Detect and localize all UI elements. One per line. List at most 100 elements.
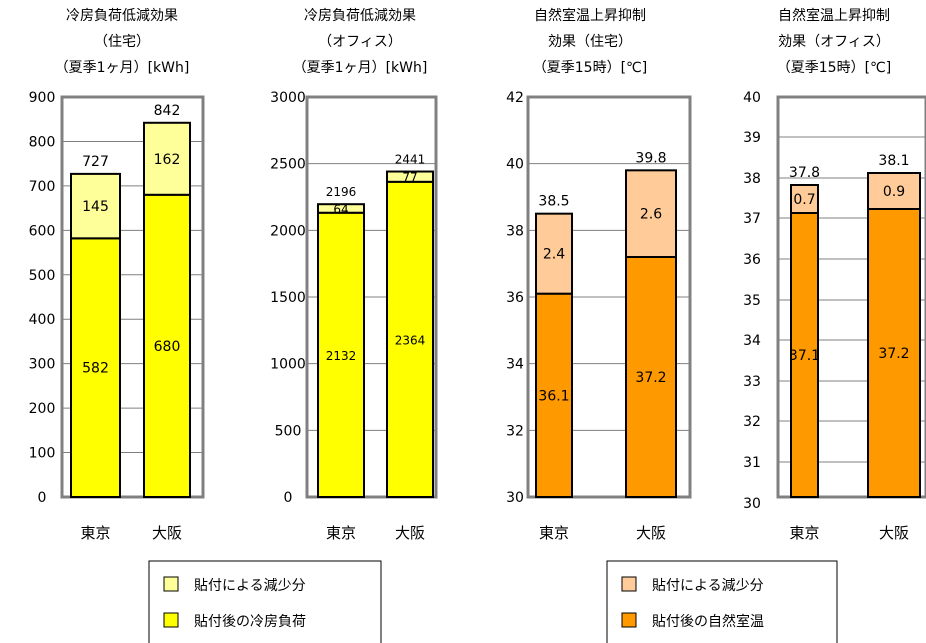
data-label-reduction: 2.4 <box>543 247 565 263</box>
y-tick-label: 500 <box>275 423 302 439</box>
chart-title-line: 自然室温上昇抑制 <box>778 7 890 24</box>
data-label-total: 2196 <box>326 185 357 199</box>
chart-title-line: （住宅） <box>94 34 150 50</box>
data-label-reduction: 145 <box>82 199 109 215</box>
y-tick-label: 400 <box>29 312 56 328</box>
y-tick-label: 500 <box>29 268 56 284</box>
y-tick-label: 2000 <box>270 223 306 239</box>
data-label-total: 727 <box>82 154 109 170</box>
data-label-base: 37.1 <box>789 348 820 364</box>
data-label-reduction: 64 <box>333 202 348 216</box>
data-label-reduction: 0.7 <box>793 192 815 208</box>
y-tick-label: 2500 <box>270 157 306 173</box>
legend-label: 貼付後の冷房負荷 <box>194 614 306 630</box>
y-tick-label: 100 <box>29 446 56 462</box>
y-tick-label: 200 <box>29 401 56 417</box>
data-label-total: 38.1 <box>878 153 909 169</box>
bar-segment-base <box>317 211 365 498</box>
y-tick-label: 32 <box>743 414 761 430</box>
legend-frame <box>606 560 838 643</box>
y-tick-label: 40 <box>743 90 761 106</box>
legend-swatch <box>163 612 179 628</box>
chart-panel: 冷房負荷低減効果 （住宅） （夏季1ヶ月）[kWh] 0 100 200 300 400 500… <box>29 7 205 542</box>
y-tick-label: 40 <box>506 157 524 173</box>
y-tick-label: 3000 <box>270 90 306 106</box>
bar-segment-reduction <box>70 172 121 240</box>
chart-title-line: 冷房負荷低減効果 <box>66 7 178 24</box>
bar-segment-reduction <box>143 121 191 196</box>
data-label-total: 39.8 <box>635 150 666 166</box>
legend-label: 貼付後の自然室温 <box>652 613 764 630</box>
data-label-base: 582 <box>82 361 109 377</box>
y-tick-label: 38 <box>506 223 524 239</box>
y-tick-label: 37 <box>743 211 761 227</box>
bar-segment-reduction <box>386 170 434 183</box>
x-category-label: 大阪 <box>152 524 182 542</box>
chart-panel: 冷房負荷低減効果 （オフィス） （夏季1ヶ月）[kWh] 0 500 1000 1500 20… <box>270 7 438 542</box>
bar-segment-base <box>790 212 819 498</box>
chart-title-line: （夏季15時）[℃] <box>777 60 891 76</box>
x-category-label: 大阪 <box>395 524 425 542</box>
x-category-label: 東京 <box>80 524 110 542</box>
legend-label: 貼付による減少分 <box>652 577 764 594</box>
y-tick-label: 900 <box>29 90 56 106</box>
y-tick-label: 36 <box>506 290 524 306</box>
y-tick-label: 33 <box>743 374 761 390</box>
y-tick-label: 700 <box>29 179 56 195</box>
y-tick-label: 0 <box>284 490 293 506</box>
y-tick-label: 300 <box>29 357 56 373</box>
data-label-base: 680 <box>154 339 181 355</box>
x-category-label: 東京 <box>326 524 356 542</box>
data-label-total: 2441 <box>395 153 426 167</box>
data-label-base: 2364 <box>395 333 426 347</box>
y-tick-label: 32 <box>506 423 524 439</box>
y-tick-label: 0 <box>38 490 47 506</box>
y-tick-label: 30 <box>506 490 524 506</box>
y-tick-label: 30 <box>743 496 761 512</box>
y-tick-label: 42 <box>506 90 524 106</box>
data-label-total: 37.8 <box>789 165 820 181</box>
x-category-label: 大阪 <box>879 524 909 542</box>
y-tick-label: 34 <box>506 357 524 373</box>
chart-title-line: （夏季15時）[℃] <box>533 60 647 76</box>
x-category-label: 東京 <box>539 524 569 542</box>
legend-label: 貼付による減少分 <box>194 577 306 594</box>
bar-segment-reduction <box>317 203 365 214</box>
bar-segment-base <box>386 180 434 499</box>
bar-segment-reduction <box>535 212 573 295</box>
legend-frame <box>148 560 382 643</box>
bar-segment-base <box>70 237 121 498</box>
data-label-reduction: 162 <box>154 152 181 168</box>
y-tick-label: 39 <box>743 130 761 146</box>
data-label-base: 37.2 <box>635 370 666 386</box>
bar-segment-reduction <box>867 172 921 210</box>
legend-swatch <box>163 576 179 592</box>
chart-title-line: （夏季1ヶ月）[kWh] <box>55 60 190 76</box>
y-tick-label: 36 <box>743 252 761 268</box>
y-tick-label: 31 <box>743 455 761 471</box>
data-label-base: 36.1 <box>538 388 569 404</box>
y-tick-label: 600 <box>29 223 56 239</box>
data-label-base: 37.2 <box>878 346 909 362</box>
y-tick-label: 1000 <box>270 357 306 373</box>
data-label-reduction: 0.9 <box>883 184 905 200</box>
chart-title-line: （夏季1ヶ月）[kWh] <box>293 60 428 76</box>
y-tick-label: 34 <box>743 333 761 349</box>
chart-title-line: （オフィス） <box>318 34 402 50</box>
data-label-reduction: 2.6 <box>640 207 662 223</box>
chart-title-line: 効果（オフィス） <box>778 34 890 50</box>
bar-segment-base <box>625 256 677 498</box>
y-tick-label: 35 <box>743 293 761 309</box>
bar-segment-reduction <box>790 184 819 214</box>
legend-swatch <box>621 612 637 628</box>
bar-segment-reduction <box>625 169 677 258</box>
x-category-label: 大阪 <box>636 524 666 542</box>
y-tick-label: 38 <box>743 171 761 187</box>
y-tick-label: 800 <box>29 134 56 150</box>
x-category-label: 東京 <box>789 524 819 542</box>
